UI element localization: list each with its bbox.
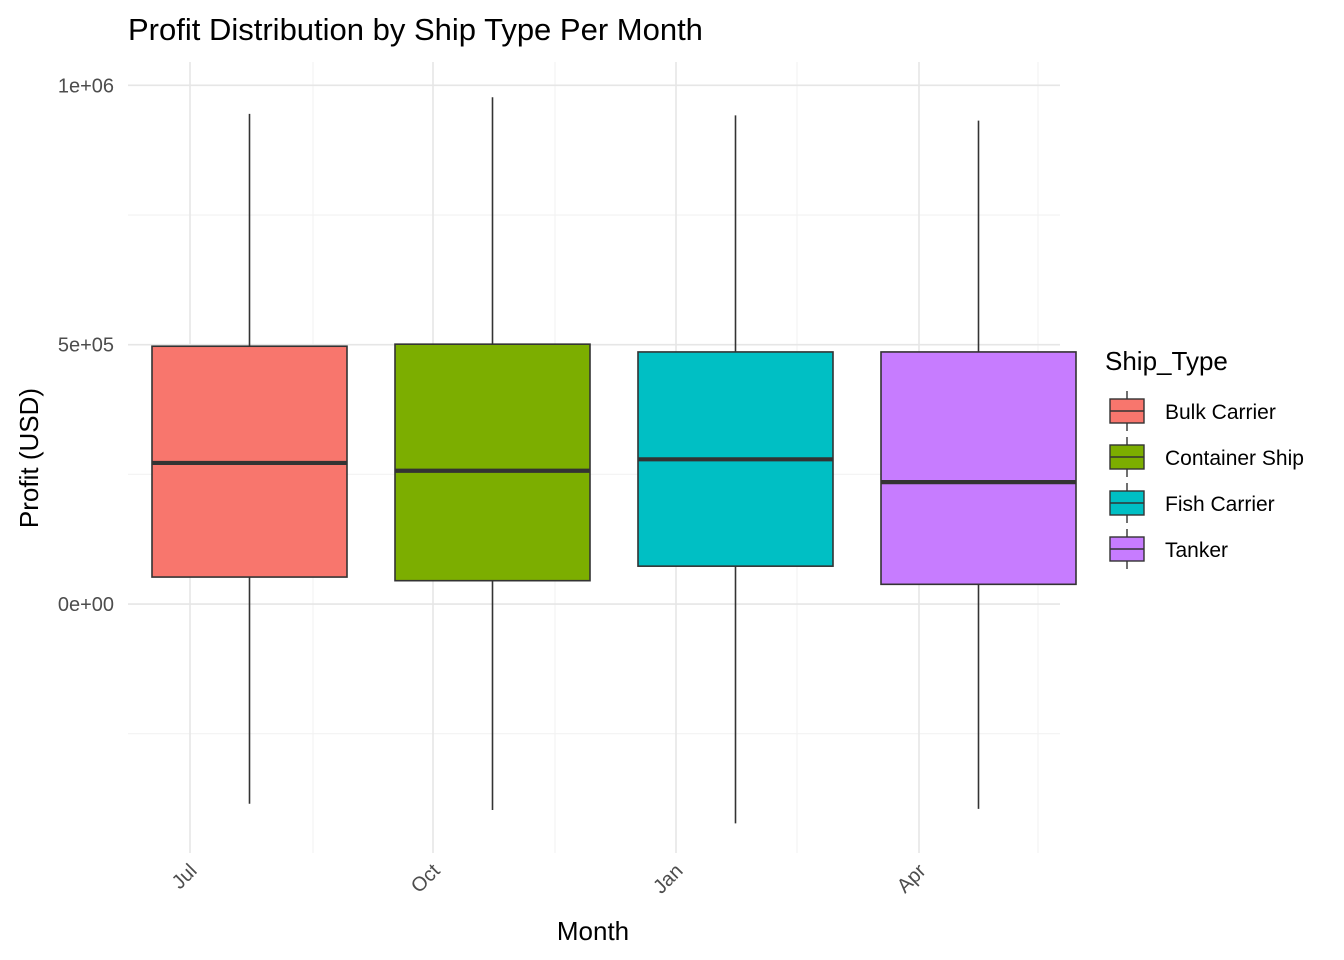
x-tick-label: Jan <box>649 860 687 898</box>
box-bulk-carrier <box>151 113 348 804</box>
chart-title: Profit Distribution by Ship Type Per Mon… <box>128 12 703 47</box>
box-container-ship <box>394 97 591 810</box>
y-tick-label: 1e+06 <box>58 75 114 97</box>
y-tick-label: 0e+00 <box>58 594 114 616</box>
legend-label: Bulk Carrier <box>1165 401 1276 424</box>
legend-item: Tanker <box>1109 529 1228 569</box>
x-tick-label: Oct <box>407 860 445 898</box>
y-tick-label: 5e+05 <box>58 335 114 357</box>
legend-item: Fish Carrier <box>1109 483 1275 523</box>
legend-label: Fish Carrier <box>1165 493 1275 516</box>
x-axis-label: Month <box>557 916 629 946</box>
x-tick-label: Apr <box>893 860 931 898</box>
y-axis-label: Profit (USD) <box>14 388 44 528</box>
legend: Ship_Type Bulk Carrier Container Ship Fish… <box>1105 346 1304 569</box>
legend-label: Container Ship <box>1165 447 1304 470</box>
boxes <box>151 97 1077 824</box>
box-iqr <box>880 351 1077 586</box>
legend-item: Bulk Carrier <box>1109 391 1276 431</box>
x-tick-label: Jul <box>168 860 202 894</box>
legend-item: Container Ship <box>1109 437 1304 477</box>
legend-title: Ship_Type <box>1105 346 1228 376</box>
x-axis-ticks: Jul Oct Jan Apr <box>168 860 931 899</box>
box-iqr <box>394 343 591 582</box>
box-fish-carrier <box>637 115 834 824</box>
box-tanker <box>880 120 1077 809</box>
y-axis-ticks: 0e+00 5e+05 1e+06 <box>58 75 114 616</box>
legend-label: Tanker <box>1165 539 1228 562</box>
